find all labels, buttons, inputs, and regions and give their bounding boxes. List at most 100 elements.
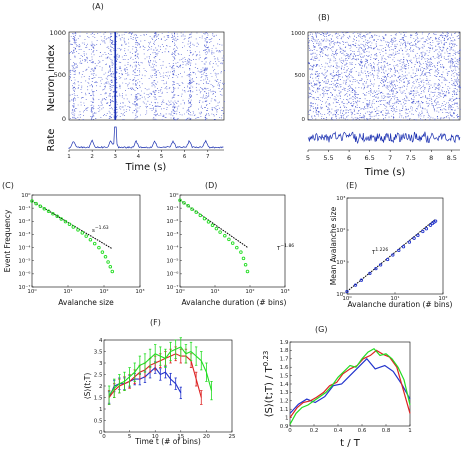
panel-g-ytick-label: 1.3 [280,390,289,396]
panel-d-point [178,198,182,202]
panel-c-point [55,214,59,219]
panel-g-ytick-label: 1.4 [280,382,289,388]
panel-b-spikes [308,31,461,121]
panel-b-raster-frame [307,31,461,121]
panel-c-point [92,241,97,246]
panel-c-plot: 10⁰ 10¹ 10² 10³ 10⁰ 10⁻¹ 10⁻² 10⁻³ 10⁻⁴ 10⁻⁵ 10⁻⁶ 1… [18,192,144,295]
panel-c-point [97,245,101,250]
panel-f-series-green [108,346,213,396]
panel-c-point [80,231,85,235]
panel-d-label: (D) [205,181,217,190]
panel-c-point [51,212,55,216]
panel-d-point [218,230,222,234]
panel-c-point [84,234,88,238]
panel-d-ytick-label: 10⁻⁴ [166,244,179,251]
panel-d-ytick-label: 10⁻¹ [166,205,178,212]
panel-a-xtick-label: 1 [67,154,71,160]
panel-b-ytick-0: 0 [302,117,306,123]
panel-b-rate-trace [307,131,461,145]
panel-g-ytick-label: 1.5 [280,373,289,379]
panel-e-xtick-label: 10¹ [390,295,399,302]
panel-d-plot: 10⁰ 10¹ 10² 10³ 10⁰ 10⁻¹ 10⁻² 10⁻³ 10⁻⁴ 10⁻⁵ 10⁻⁶ 1… [166,192,289,295]
panel-a-rate [68,126,224,149]
panel-b-raster [308,31,461,121]
panel-c-xtick-label: 10¹ [63,288,72,295]
panel-e-point [345,289,349,294]
panel-d-ytick-label: 10⁻⁶ [166,271,179,278]
panel-g-ytick-label: 1.2 [280,399,289,405]
panel-e-ylabel: Mean Avalanche size [329,206,338,285]
panel-b-xtick-label: 8.5 [447,154,457,162]
panel-g-ylabel-exp: 0.23 [262,351,270,367]
panel-f-ytick-label: 0 [99,430,103,436]
panel-c-point [106,260,110,264]
panel-f-xtick-label: 15 [177,434,184,440]
panel-a-raster [69,31,225,121]
panel-c-point [76,228,80,232]
panel-e-point [401,245,406,249]
panel-a-ytick-0: 0 [62,115,66,123]
panel-f-xtick-label: 20 [203,434,210,440]
panel-c-point [42,207,47,211]
panel-c-ytick-label: 10⁻⁶ [18,271,31,278]
panel-f-ytick-label: 2 [99,384,103,390]
panel-f-ylabel: ⟨S⟩(t;T) [83,373,92,400]
panel-a-xtick-label: 2 [90,154,94,160]
panel-d-point [210,223,215,227]
panel-b-xtick-label: 6 [347,154,351,162]
panel-d-point [227,237,231,242]
panel-e-xtick-label: 10² [438,295,447,302]
panel-f-ytick-label: 3 [99,361,103,367]
panel-c-point [34,201,38,206]
panel-g-ylabel-base: ⟨S⟩(t;T) / T [264,365,275,417]
panel-e-point [353,283,358,287]
panel-c-point [67,222,72,226]
panel-c-xtick-label: 10² [99,288,108,295]
panel-e-xlabel: Avalanche duration (# bins) [347,300,452,309]
panel-d-point [206,220,211,224]
panel-c-point [71,225,76,229]
panel-c-ytick-label: 10⁻⁵ [18,258,30,265]
panel-f-ytick-label: 1.5 [94,395,103,401]
panel-c-ytick-label: 10⁻¹ [18,205,30,212]
panel-a-ytick-1000: 1000 [49,29,66,37]
panel-f-ytick-label: 0.5 [94,418,103,424]
panel-a-xtick-label: 6 [183,154,187,160]
panel-e-point [424,227,429,231]
panel-d-point [182,201,186,205]
panel-d-point [194,210,198,214]
panel-g-xtick-label: 0.8 [382,428,391,434]
panel-b-xtick-label: 8 [429,154,433,162]
panel-e-point [433,219,438,223]
panel-g-xtick-label: 1 [408,428,412,434]
panel-f-xtick-label: 5 [128,434,132,440]
panel-e-fit-label: T1.226 [371,247,388,256]
panel-c-point [100,250,105,254]
panel-a-rate-trace [68,126,224,149]
panel-d-point [214,226,219,231]
panel-g-ylabel: ⟨S⟩(t;T) / T0.23 [262,351,275,418]
panel-g-ytick-label: 0.9 [280,424,289,430]
panel-c-label: (C) [2,181,14,190]
panel-e-point [397,248,401,253]
panel-d-point [245,269,250,274]
panel-f-xtick-label: 0 [102,434,106,440]
panel-d-point [239,250,243,254]
panel-e-point [378,263,383,267]
panel-c-xlabel: Avalanche size [58,298,114,307]
panel-d-ytick-label: 10⁻³ [166,231,178,238]
panel-f: (F) 0 5 10 15 20 25 0 0.5 1 1.5 2 2.5 3 3.5 4 ⟨S⟩(t;T)… [83,318,236,446]
panel-g-ytick-label: 1.9 [280,340,289,346]
panel-b-ytick-1000: 1000 [291,31,305,37]
panel-b-xtick-label: 6.5 [364,154,374,162]
panel-d-ytick-label: 10⁻⁵ [166,258,178,265]
panel-d-frame [179,194,286,288]
panel-f-frame [103,339,233,433]
panel-d-xtick-label: 10³ [280,288,289,295]
panel-e-point [359,278,364,282]
panel-g-xtick-label: 0 [288,428,292,434]
panel-d-point [190,207,194,211]
panel-e-point [407,240,412,244]
panel-e-point [374,266,378,271]
